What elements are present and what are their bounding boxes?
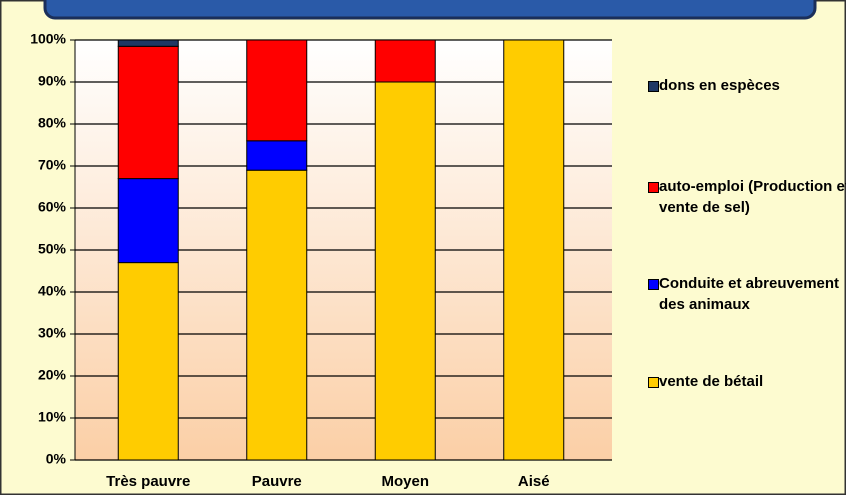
- bar-segment: [117, 178, 179, 264]
- legend-item: vente de bétail: [646, 371, 846, 392]
- y-tick-label: 60%: [38, 199, 67, 215]
- bar-segment: [117, 39, 179, 47]
- bar-segment: [246, 169, 308, 461]
- bar-segment: [374, 81, 436, 461]
- legend-item: Conduite et abreuvement des animaux: [646, 273, 846, 315]
- y-tick-label: 20%: [38, 367, 67, 383]
- y-tick-label: 30%: [38, 325, 67, 341]
- y-tick-label: 50%: [38, 241, 67, 257]
- bar-segment: [503, 39, 565, 461]
- y-tick-label: 100%: [30, 31, 66, 47]
- banner: [43, 0, 817, 20]
- y-tick-label: 10%: [38, 409, 67, 425]
- bar-segment: [117, 262, 179, 461]
- y-tick-label: 70%: [38, 157, 67, 173]
- legend-swatch: [648, 377, 659, 388]
- bar-segment: [246, 140, 308, 171]
- legend-label: auto-emploi (Production et vente de sel): [659, 178, 846, 216]
- x-tick-label: Aisé: [518, 473, 550, 490]
- legend-label: dons en espèces: [659, 77, 780, 94]
- x-tick-label: Très pauvre: [106, 473, 190, 490]
- legend-item: auto-emploi (Production et vente de sel): [646, 176, 846, 218]
- bar-segment: [117, 45, 179, 180]
- legend-item: dons en espèces: [646, 75, 846, 96]
- y-tick-label: 40%: [38, 283, 67, 299]
- legend-swatch: [648, 279, 659, 290]
- legend-swatch: [648, 81, 659, 92]
- x-tick-label: Pauvre: [252, 473, 302, 490]
- bar-segment: [246, 39, 308, 142]
- legend-label: Conduite et abreuvement des animaux: [659, 275, 840, 313]
- legend-label: vente de bétail: [659, 373, 764, 390]
- y-tick-label: 90%: [38, 73, 67, 89]
- legend-swatch: [648, 182, 659, 193]
- y-tick-label: 80%: [38, 115, 67, 131]
- y-tick-label: 0%: [46, 451, 67, 467]
- bar-segment: [374, 39, 436, 83]
- x-tick-label: Moyen: [381, 473, 429, 490]
